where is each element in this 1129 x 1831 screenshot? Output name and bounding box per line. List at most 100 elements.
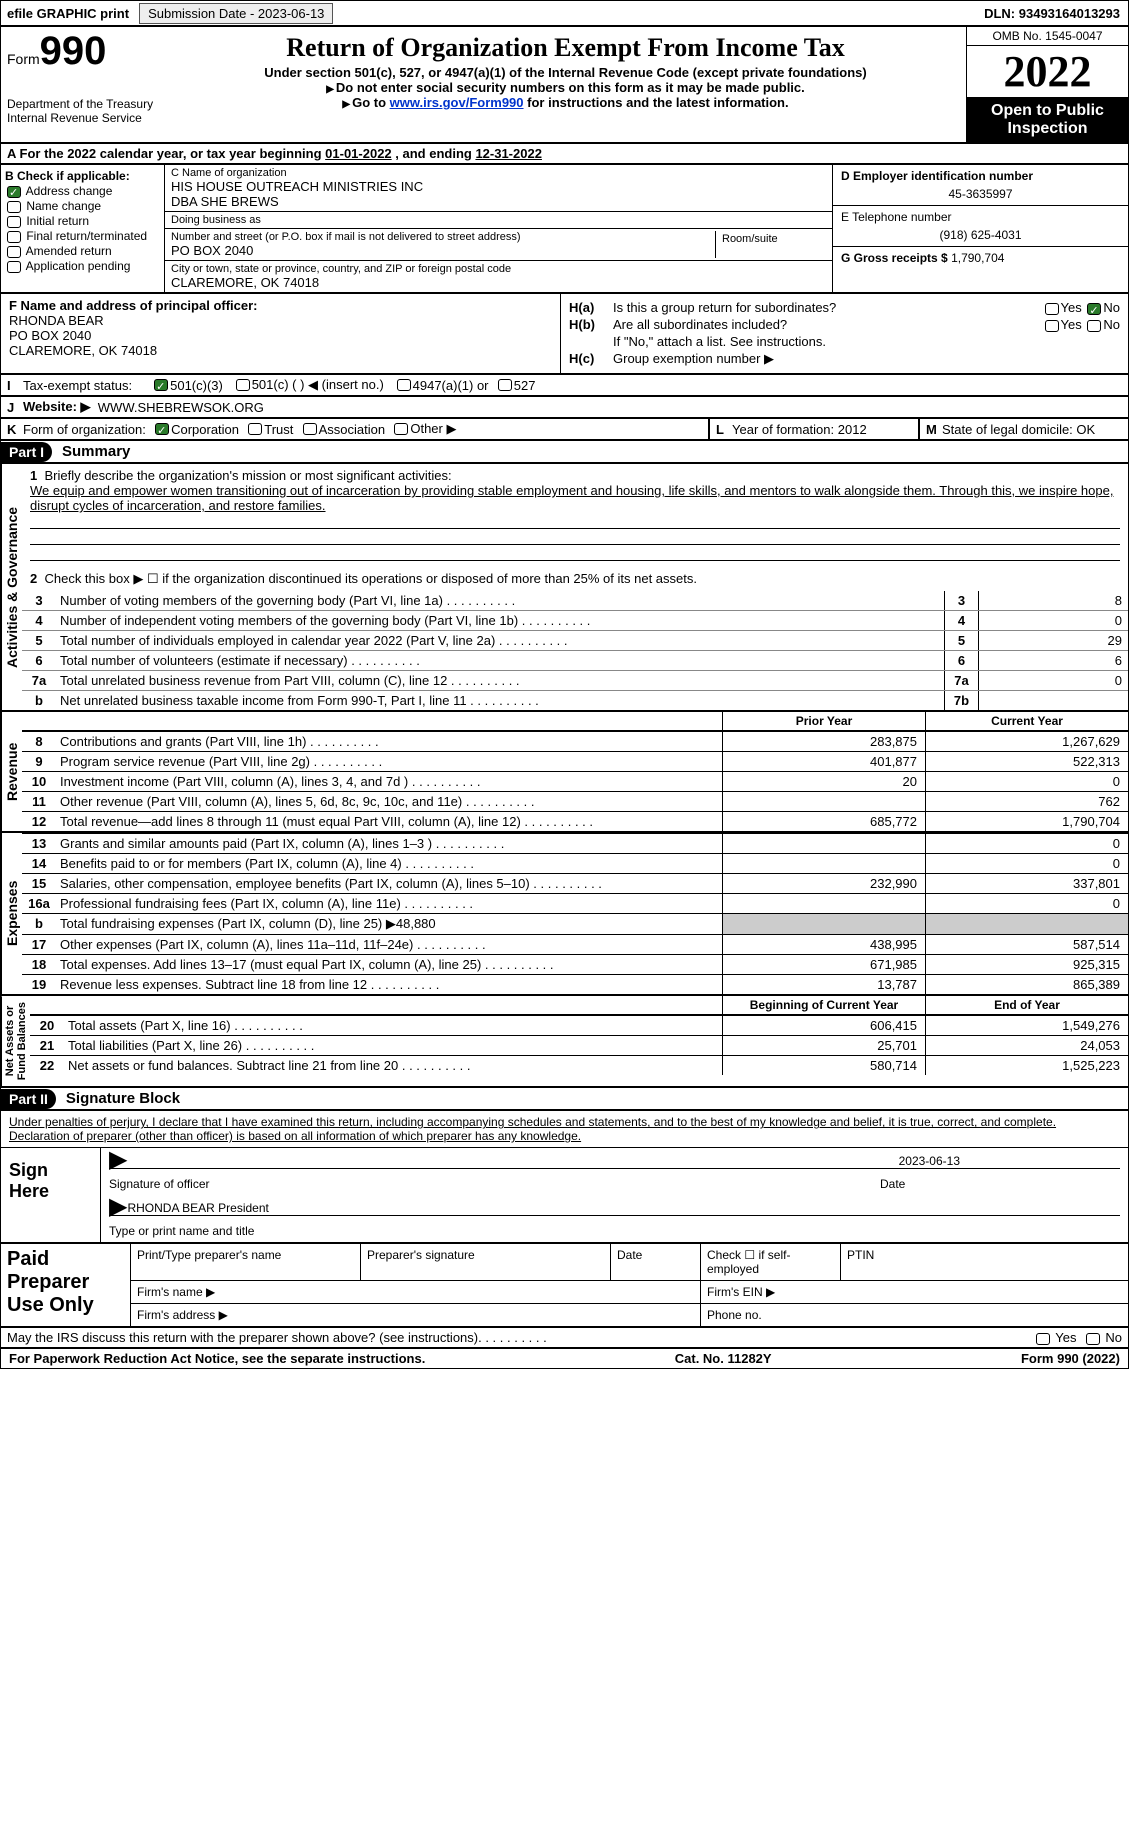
- box-c: C Name of organization HIS HOUSE OUTREAC…: [165, 165, 832, 292]
- header-mid: Return of Organization Exempt From Incom…: [165, 27, 966, 142]
- prep-selfemp: Check ☐ if self-employed: [701, 1244, 841, 1281]
- checkbox-icon[interactable]: [1045, 303, 1059, 315]
- line-num: 12: [22, 812, 56, 831]
- blank-line: [30, 515, 1120, 529]
- part-ii-header: Part II Signature Block: [0, 1087, 1129, 1110]
- prior-year-val: 580,714: [722, 1056, 925, 1075]
- hb-note: If "No," attach a list. See instructions…: [569, 334, 1120, 349]
- prior-year-val: [722, 834, 925, 853]
- arrow-icon: ▶: [109, 1201, 127, 1215]
- line-2-text: Check this box ▶ ☐ if the organization d…: [44, 571, 697, 586]
- gov-line: 6 Total number of volunteers (estimate i…: [22, 650, 1128, 670]
- net-asset-lines: 20 Total assets (Part X, line 16) 606,41…: [30, 1015, 1128, 1075]
- firm-phone-label: Phone no.: [701, 1304, 1129, 1327]
- form-number: 990: [40, 29, 107, 73]
- part-i-title: Summary: [52, 441, 140, 462]
- submission-date-button[interactable]: Submission Date - 2023-06-13: [139, 3, 333, 24]
- line-i: I Tax-exempt status: 501(c)(3) 501(c) ( …: [0, 374, 1129, 396]
- checkbox-501c[interactable]: [236, 379, 250, 391]
- box-b-label: B Check if applicable:: [5, 169, 160, 183]
- gross-receipts-value: 1,790,704: [951, 251, 1004, 265]
- prior-year-val: 20: [722, 772, 925, 791]
- opt-527: 527: [514, 378, 536, 393]
- gov-line: 3 Number of voting members of the govern…: [22, 591, 1128, 610]
- line-val: 8: [978, 591, 1128, 610]
- checkbox-icon[interactable]: [1087, 303, 1101, 315]
- checkbox-4947[interactable]: [397, 379, 411, 391]
- irs-link[interactable]: www.irs.gov/Form990: [390, 95, 524, 110]
- line-num: 19: [22, 975, 56, 994]
- current-year-val: 762: [925, 792, 1128, 811]
- col-end-year: End of Year: [925, 996, 1128, 1014]
- checkbox-no[interactable]: [1086, 1333, 1100, 1345]
- discuss-text: May the IRS discuss this return with the…: [7, 1330, 478, 1345]
- line-a-end: 12-31-2022: [475, 146, 542, 161]
- officer-city: CLAREMORE, OK 74018: [9, 343, 552, 358]
- line-desc: Total number of individuals employed in …: [56, 631, 944, 650]
- checkbox-other[interactable]: [394, 423, 408, 435]
- line-num: 18: [22, 955, 56, 974]
- sig-date: 2023-06-13: [899, 1154, 960, 1168]
- check-application-pending[interactable]: Application pending: [5, 259, 160, 273]
- line-i-label: I: [7, 378, 23, 393]
- no-label: No: [1103, 317, 1120, 332]
- hc-label: H(c): [569, 351, 613, 367]
- check-address-change[interactable]: Address change: [5, 184, 160, 198]
- col-current-year: Current Year: [925, 712, 1128, 730]
- f-h-block: F Name and address of principal officer:…: [0, 293, 1129, 374]
- line-desc: Other revenue (Part VIII, column (A), li…: [56, 792, 722, 811]
- checkbox-527[interactable]: [498, 379, 512, 391]
- line-desc: Other expenses (Part IX, column (A), lin…: [56, 935, 722, 954]
- table-row: 10 Investment income (Part VIII, column …: [22, 771, 1128, 791]
- activities-governance-section: Activities & Governance 1 Briefly descri…: [0, 463, 1129, 711]
- line-desc: Total fundraising expenses (Part IX, col…: [56, 914, 722, 934]
- check-name-change[interactable]: Name change: [5, 199, 160, 213]
- checkbox-assoc[interactable]: [303, 423, 317, 435]
- current-year-val: 865,389: [925, 975, 1128, 994]
- expense-lines: 13 Grants and similar amounts paid (Part…: [22, 833, 1128, 994]
- hb-label: H(b): [569, 317, 613, 332]
- check-amended-return[interactable]: Amended return: [5, 244, 160, 258]
- check-label: Address change: [26, 184, 113, 198]
- opt-501c: 501(c) ( ) ◀ (insert no.): [252, 377, 384, 393]
- part-i-label: Part I: [1, 442, 52, 462]
- check-final-return[interactable]: Final return/terminated: [5, 229, 160, 243]
- line-desc: Revenue less expenses. Subtract line 18 …: [56, 975, 722, 994]
- line-num: 3: [22, 591, 56, 610]
- header-left: Form990 Department of the Treasury Inter…: [1, 27, 165, 142]
- current-year-val: 587,514: [925, 935, 1128, 954]
- line-a-begin: 01-01-2022: [325, 146, 392, 161]
- paid-preparer-label: Paid Preparer Use Only: [1, 1244, 131, 1327]
- line-num: 20: [30, 1016, 64, 1035]
- line-a-mid: , and ending: [392, 146, 476, 161]
- prior-year-val: [722, 914, 925, 934]
- table-row: 15 Salaries, other compensation, employe…: [22, 873, 1128, 893]
- dba-label: Doing business as: [171, 214, 826, 226]
- signature-block: Under penalties of perjury, I declare th…: [0, 1110, 1129, 1243]
- line-num: 10: [22, 772, 56, 791]
- officer-label: F Name and address of principal officer:: [9, 298, 552, 313]
- line-2: 2 Check this box ▶ ☐ if the organization…: [22, 567, 1128, 591]
- name-label: C Name of organization: [171, 167, 826, 179]
- checkbox-corp[interactable]: [155, 423, 169, 435]
- line-num: 9: [22, 752, 56, 771]
- checkbox-icon: [7, 261, 21, 273]
- part-ii-title: Signature Block: [56, 1088, 190, 1109]
- check-initial-return[interactable]: Initial return: [5, 214, 160, 228]
- room-suite-label: Room/suite: [716, 231, 826, 258]
- checkbox-icon[interactable]: [1045, 320, 1059, 332]
- checkbox-yes[interactable]: [1036, 1333, 1050, 1345]
- prior-year-val: 25,701: [722, 1036, 925, 1055]
- table-row: 18 Total expenses. Add lines 13–17 (must…: [22, 954, 1128, 974]
- checkbox-icon[interactable]: [1087, 320, 1101, 332]
- vtab-revenue: Revenue: [1, 712, 22, 831]
- gov-line: 4 Number of independent voting members o…: [22, 610, 1128, 630]
- current-year-val: 1,549,276: [925, 1016, 1128, 1035]
- hb-text: Are all subordinates included?: [613, 317, 787, 332]
- yes-label: Yes: [1061, 317, 1082, 332]
- checkbox-501c3[interactable]: [154, 379, 168, 391]
- checkbox-trust[interactable]: [248, 423, 262, 435]
- firm-addr-label: Firm's address ▶: [131, 1304, 701, 1327]
- line-num: b: [22, 691, 56, 710]
- line-desc: Grants and similar amounts paid (Part IX…: [56, 834, 722, 853]
